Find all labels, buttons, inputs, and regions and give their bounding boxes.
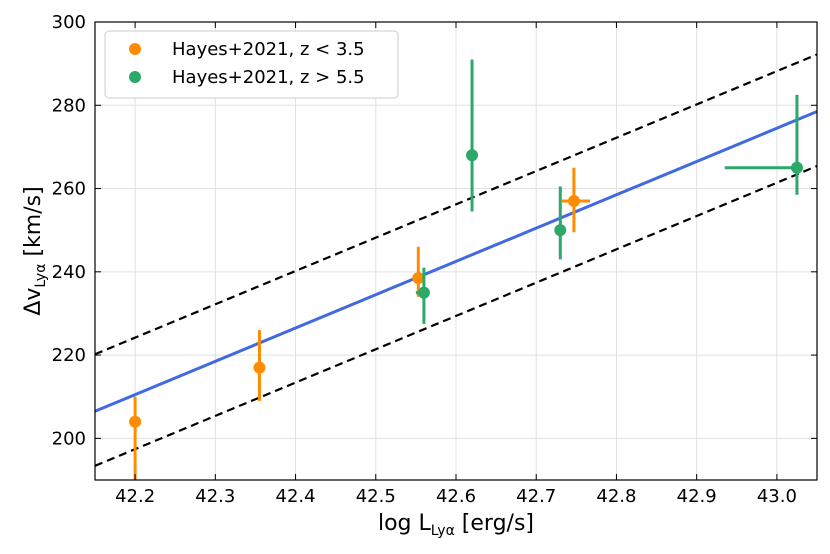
dashed-bound-line [95, 165, 817, 467]
x-tick-label: 42.5 [356, 486, 396, 507]
y-tick-label: 260 [52, 179, 86, 200]
data-point [567, 195, 580, 208]
x-tick-label: 42.8 [596, 486, 636, 507]
data-point [412, 272, 425, 285]
legend-marker-z-high [129, 71, 141, 83]
x-tick-label: 43.0 [757, 486, 797, 507]
data-point [129, 415, 142, 428]
y-tick-label: 220 [52, 345, 86, 366]
y-tick-label: 240 [52, 262, 86, 283]
x-tick-labels: 42.2 42.3 42.4 42.5 42.6 42.7 42.8 42.9 43.0 [115, 486, 797, 507]
legend-label-z-low: Hayes+2021, z < 3.5 [172, 39, 365, 60]
fit-line [95, 110, 817, 413]
data-point [554, 224, 567, 237]
y-tick-label: 300 [52, 12, 86, 33]
y-tick-labels: 200 220 240 260 280 300 [52, 12, 86, 449]
legend-label-z-high: Hayes+2021, z > 5.5 [172, 67, 365, 88]
x-tick-label: 42.9 [677, 486, 717, 507]
fit-lines [95, 53, 817, 467]
x-tick-label: 42.3 [195, 486, 235, 507]
y-tick-label: 200 [52, 428, 86, 449]
x-tick-label: 42.2 [115, 486, 155, 507]
legend: Hayes+2021, z < 3.5 Hayes+2021, z > 5.5 [104, 30, 399, 99]
y-tick-label: 280 [52, 95, 86, 116]
legend-marker-z-low [129, 43, 141, 55]
dashed-bound-line [95, 53, 817, 356]
x-axis-label: log LLyα [erg/s] [378, 511, 534, 539]
data-point [253, 361, 266, 374]
data-point [790, 161, 803, 174]
ticks [95, 21, 817, 480]
x-tick-label: 42.7 [516, 486, 556, 507]
legend-box [104, 30, 399, 99]
x-tick-label: 42.6 [436, 486, 476, 507]
data-point [466, 149, 479, 162]
x-tick-label: 42.4 [276, 486, 316, 507]
y-axis-label: ΔvLyα [km/s] [21, 186, 49, 315]
data-point [417, 286, 430, 299]
data-points [129, 59, 803, 480]
